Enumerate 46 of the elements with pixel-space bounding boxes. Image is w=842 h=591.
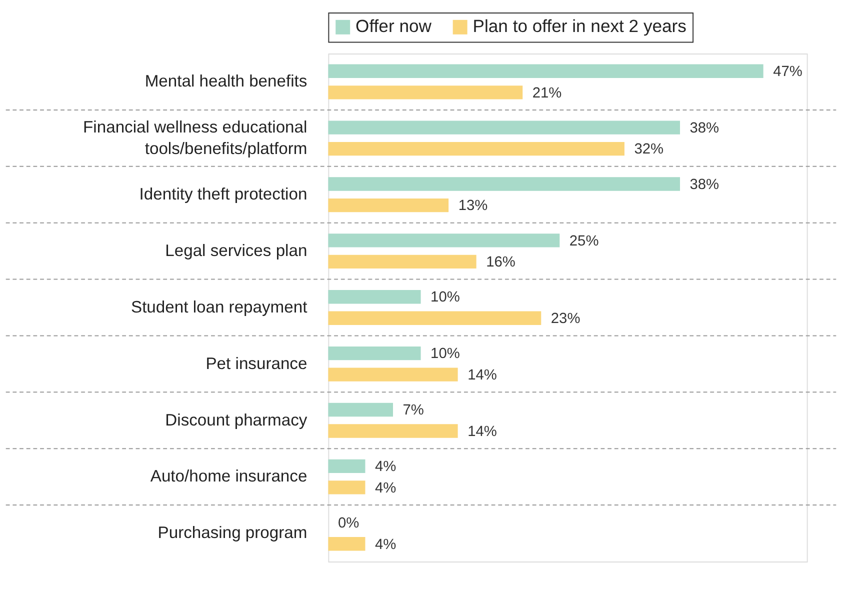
bar [328, 402, 394, 417]
data-label: 4% [375, 459, 396, 476]
y-tick-label: Financial wellness educational tools/benefits/platform [83, 117, 308, 158]
bar [328, 480, 366, 494]
data-label: 7% [402, 402, 424, 419]
data-label: 16% [486, 254, 516, 271]
bar [328, 64, 764, 78]
data-label: 0% [338, 515, 360, 532]
data-label: 14% [468, 424, 497, 440]
bar [328, 120, 680, 134]
bar [328, 537, 366, 551]
legend-label: Plan to offer in next 2 years [472, 16, 687, 36]
bar [328, 177, 680, 191]
bar [328, 254, 476, 269]
data-label: 38% [690, 120, 720, 136]
data-label: 23% [550, 311, 580, 328]
data-label: 10% [430, 290, 460, 306]
data-label: 4% [375, 536, 396, 553]
y-tick-label: Student loan repayment [131, 297, 308, 316]
bar [328, 346, 421, 360]
y-tick-label: Mental health benefits [144, 72, 308, 91]
bar [328, 368, 458, 382]
data-label: 32% [634, 142, 664, 158]
data-label: 38% [690, 176, 720, 193]
bar [328, 424, 458, 438]
legend-label: Offer now [356, 16, 432, 36]
bar [328, 86, 523, 100]
data-label: 4% [375, 480, 396, 496]
y-tick-label: Identity theft protection [139, 184, 308, 204]
bar [328, 290, 421, 304]
bar [328, 234, 560, 248]
bar [328, 142, 624, 156]
y-tick-label: Pet insurance [206, 354, 308, 373]
data-label: 21% [532, 85, 562, 102]
data-label: 25% [569, 233, 599, 250]
y-tick-label: Discount pharmacy [165, 410, 308, 430]
data-label: 10% [430, 346, 460, 362]
y-tick-label: Purchasing program [158, 523, 308, 542]
data-label: 14% [468, 367, 497, 384]
bar [328, 459, 366, 473]
bar [328, 311, 542, 325]
y-tick-label: Auto/home insurance [150, 466, 308, 486]
bar [328, 198, 449, 212]
data-label: 13% [458, 198, 488, 214]
y-tick-label: Legal services plan [165, 240, 308, 260]
data-label: 47% [773, 64, 802, 80]
